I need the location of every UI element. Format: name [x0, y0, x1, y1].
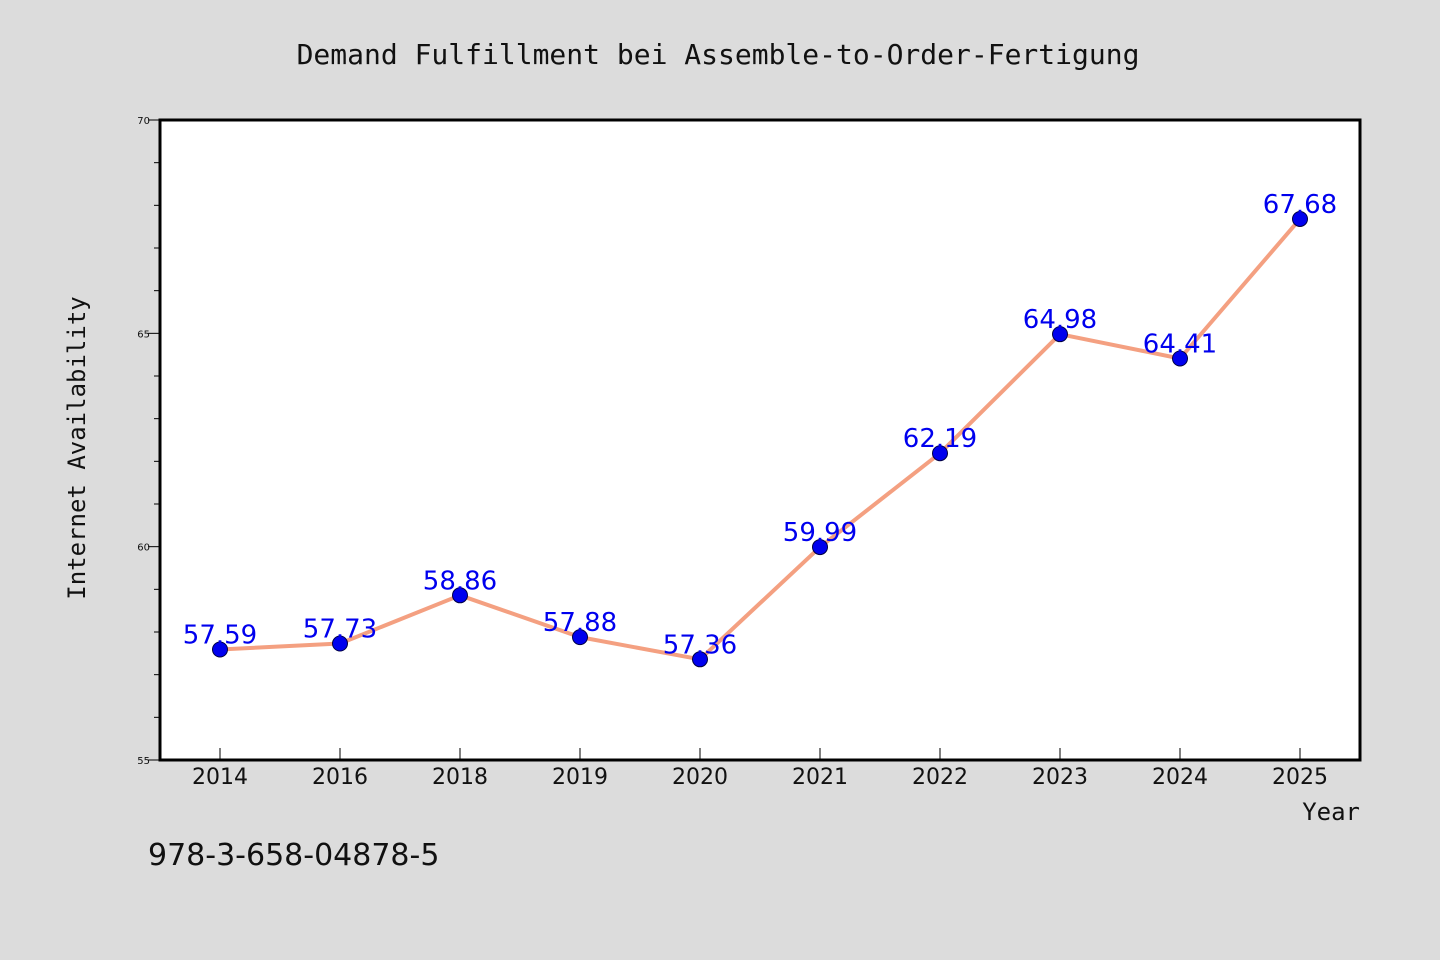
data-label: 64.98 [1023, 305, 1097, 335]
data-label: 57.59 [183, 620, 257, 650]
data-point [332, 635, 348, 652]
data-label: 64.41 [1143, 330, 1217, 360]
x-axis-label: Year [1302, 798, 1360, 826]
y-axis-label: Internet Availability [63, 296, 91, 599]
data-label: 58.86 [423, 566, 497, 596]
data-point [212, 641, 228, 658]
x-tick-label: 2016 [312, 765, 368, 790]
data-label: 57.88 [543, 608, 617, 638]
x-tick-label: 2018 [432, 765, 488, 790]
data-point [1172, 350, 1188, 367]
x-tick-label: 2014 [192, 765, 248, 790]
y-tick-label: 65 [137, 329, 150, 340]
data-point [452, 587, 468, 604]
plot-area [160, 120, 1360, 760]
data-label: 57.73 [303, 615, 377, 645]
chart-title: Demand Fulfillment bei Assemble-to-Order… [297, 38, 1140, 71]
x-tick-label: 2019 [552, 765, 608, 790]
x-axis-ticks: 2014 2016 2018 2019 2020 2021 2022 2023 2024 2025 [192, 748, 1328, 790]
series-layer: 57.59 57.73 58.86 57.88 57.36 59.99 62.19 64.98… [183, 190, 1337, 668]
data-point [1292, 210, 1308, 227]
x-tick-label: 2025 [1272, 765, 1328, 790]
y-tick-label: 70 [137, 116, 150, 127]
data-point [572, 629, 588, 646]
x-tick-label: 2022 [912, 765, 968, 790]
y-axis-ticks: 55 60 65 70 [137, 116, 160, 767]
x-tick-label: 2023 [1032, 765, 1088, 790]
x-tick-label: 2020 [672, 765, 728, 790]
data-point [1052, 326, 1068, 343]
series-line [218, 216, 1302, 662]
data-point [812, 539, 828, 556]
data-label: 59.99 [783, 518, 857, 548]
data-label: 57.36 [663, 630, 737, 660]
x-tick-label: 2024 [1152, 765, 1208, 790]
plot-frame [158, 118, 1362, 762]
data-point [692, 651, 708, 668]
data-label: 67.68 [1263, 190, 1337, 220]
data-label: 62.19 [903, 424, 977, 454]
y-tick-label: 60 [137, 543, 150, 554]
data-point [932, 445, 948, 462]
y-tick-label: 55 [137, 756, 150, 767]
footnote-isbn: 978-3-658-04878-5 [148, 838, 439, 873]
x-tick-label: 2021 [792, 765, 848, 790]
